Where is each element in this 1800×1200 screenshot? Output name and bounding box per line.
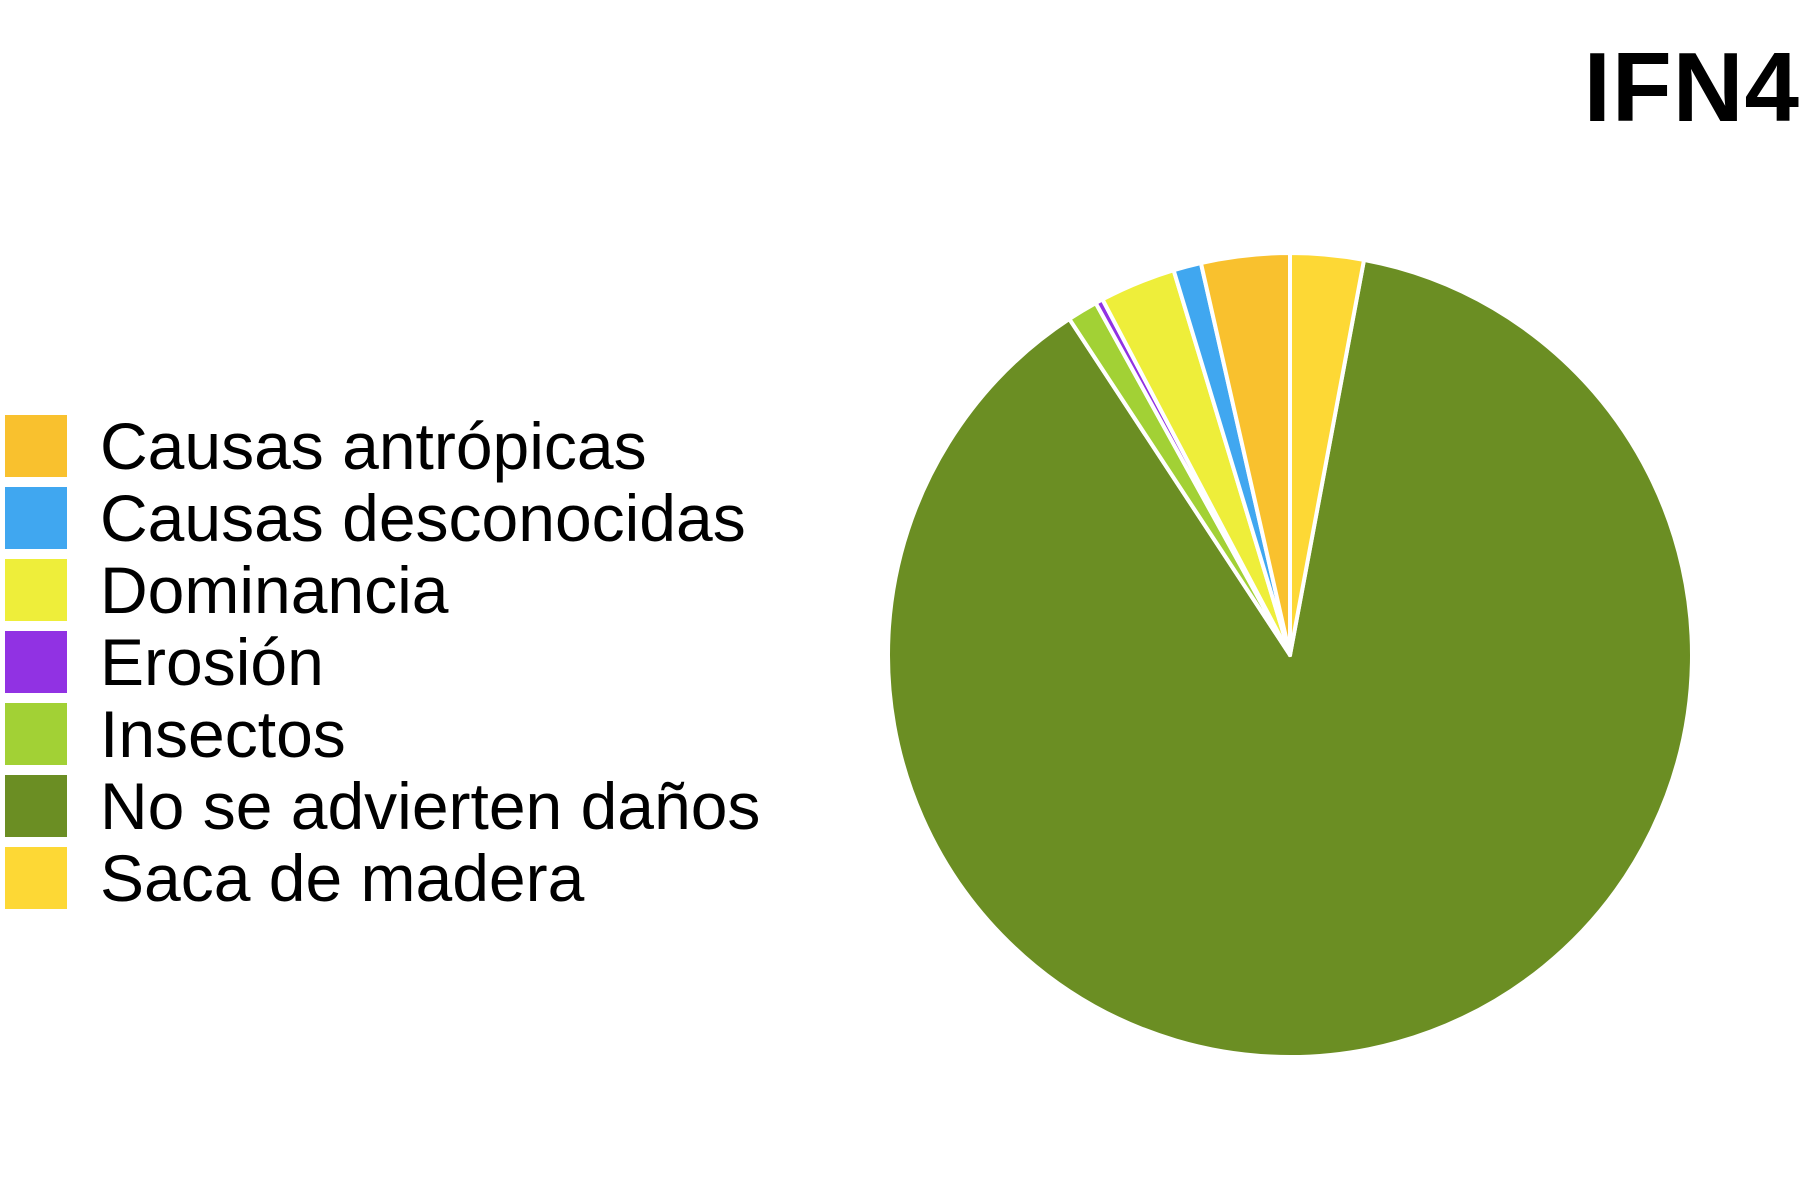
legend-item-insectos: Insectos [5,698,760,770]
legend-label: Causas desconocidas [100,481,746,555]
legend-label: Dominancia [100,553,449,627]
legend-swatch [5,703,67,765]
legend-item-saca-de-madera: Saca de madera [5,842,760,914]
legend-label: Causas antrópicas [100,409,647,483]
legend-swatch [5,487,67,549]
chart-title: IFN4 [1583,32,1800,142]
legend-item-erosion: Erosión [5,626,760,698]
legend-item-no-se-advierten-danos: No se advierten daños [5,770,760,842]
legend-label: No se advierten daños [100,769,761,843]
legend-swatch [5,631,67,693]
legend-swatch [5,415,67,477]
legend-swatch [5,847,67,909]
legend-swatch [5,775,67,837]
legend: Causas antrópicas Causas desconocidas Do… [5,410,760,914]
legend-swatch [5,559,67,621]
pie-slice-no-se-advierten-danos [886,257,1694,1059]
legend-item-causas-desconocidas: Causas desconocidas [5,482,760,554]
legend-label: Insectos [100,697,346,771]
pie-slice-saca-de-madera [1288,251,1367,657]
legend-label: Saca de madera [100,841,585,915]
legend-item-causas-antropicas: Causas antrópicas [5,410,760,482]
legend-item-dominancia: Dominancia [5,554,760,626]
legend-label: Erosión [100,625,324,699]
